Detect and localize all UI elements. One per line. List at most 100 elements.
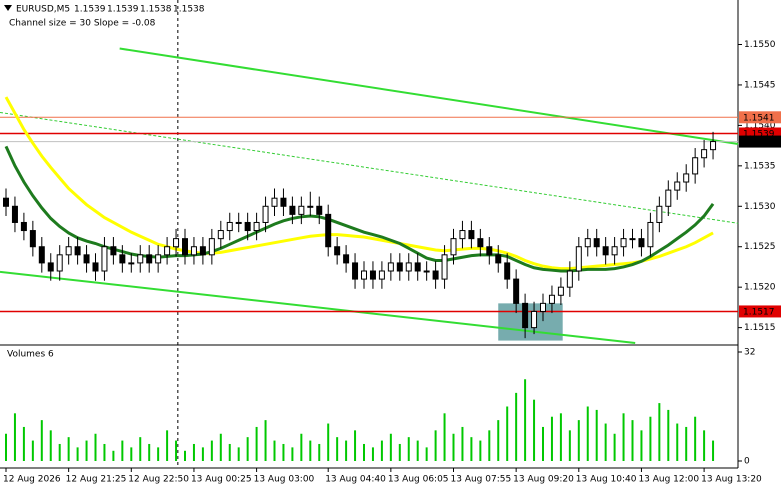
candle-body [83, 254, 90, 264]
candle-body [146, 254, 153, 264]
candle-body [414, 262, 421, 272]
candle-body [656, 205, 663, 223]
candle-body [101, 246, 108, 272]
candle-body [405, 262, 412, 272]
candle-body [477, 238, 484, 248]
candle-body [468, 230, 475, 240]
candle-body [432, 270, 439, 280]
x-tick-label: 13 Aug 07:55 [451, 475, 512, 485]
candle-body [495, 254, 502, 264]
candle-body [119, 254, 126, 264]
candle-body [3, 197, 9, 207]
candle-body [208, 238, 215, 256]
candle-body [513, 278, 520, 304]
price-box-label: 1.1539 [743, 129, 775, 139]
candle-body [307, 205, 314, 208]
candle-body [441, 254, 448, 280]
candle-body [262, 205, 269, 223]
candle-body [674, 181, 681, 191]
volume-title: Volumes 6 [7, 350, 54, 360]
x-tick-label: 13 Aug 04:40 [325, 475, 386, 485]
y-tick-label: 1.1515 [744, 323, 776, 333]
candle-body [128, 262, 135, 265]
candle-body [540, 302, 546, 312]
candle-body [665, 189, 672, 207]
candle-body [620, 238, 627, 248]
candle-body [369, 270, 376, 280]
price-box-label: 1.1538 [743, 138, 775, 148]
x-tick-label: 13 Aug 00:25 [191, 475, 252, 485]
y-tick-label: 1.1540 [744, 121, 776, 131]
trendline [0, 111, 739, 224]
moving-average [4, 96, 714, 271]
candle-body [352, 262, 359, 280]
y-tick-label: 1.1535 [744, 161, 776, 171]
candle-body [65, 246, 72, 256]
candle-body [190, 246, 197, 256]
y-tick-label: 1.1550 [744, 40, 776, 50]
candle-body [47, 262, 54, 272]
candle-body [155, 254, 162, 264]
candle-body [701, 149, 708, 159]
indicator-text: Channel size = 30 Slope = -0.08 [9, 19, 156, 29]
candle-body [137, 254, 144, 264]
x-tick-label: 12 Aug 22:50 [128, 475, 189, 485]
candle-body [459, 230, 466, 240]
candle-body [164, 246, 171, 256]
price-box [739, 305, 781, 318]
highlight-box [498, 303, 563, 341]
moving-average [4, 145, 715, 273]
candle-body [361, 270, 367, 280]
candle-body [38, 246, 45, 264]
y-tick-label: 1.1545 [744, 80, 776, 90]
candle-body [253, 221, 260, 232]
candle-body [378, 270, 385, 280]
candle-body [710, 141, 717, 151]
candle-body [29, 230, 36, 248]
candle-body [173, 238, 180, 248]
y-tick-label: 1.1525 [744, 242, 776, 252]
candle-body [271, 197, 278, 207]
candle-body [504, 262, 511, 280]
x-tick-label: 13 Aug 06:05 [388, 475, 449, 485]
candle-body [74, 246, 81, 256]
candle-body [387, 262, 394, 272]
candle-body [298, 205, 305, 215]
x-tick-label: 13 Aug 12:00 [638, 475, 699, 485]
candle-body [602, 246, 609, 256]
candle-body [593, 238, 600, 248]
y-tick-label: 1.1530 [744, 202, 776, 212]
candle-body [334, 246, 341, 256]
candle-body [548, 294, 555, 304]
candle-body [56, 254, 63, 272]
candle-body [566, 270, 573, 288]
y-tick-label: 1.1520 [744, 283, 776, 293]
candle-body [683, 173, 690, 183]
price-box [739, 111, 781, 124]
candle-body [226, 221, 233, 232]
candle-body [235, 221, 242, 224]
header-value: 1.1539 [74, 5, 106, 15]
candle-body [647, 221, 654, 248]
candle-body [557, 286, 564, 296]
header-value: 1.1538 [173, 5, 205, 15]
candle-body [92, 262, 99, 272]
price-box [739, 135, 781, 148]
candle-body [110, 246, 117, 256]
candle-body [584, 238, 591, 248]
candle-body [11, 205, 18, 223]
price-box-label: 1.1541 [743, 113, 775, 123]
candle-body [531, 310, 538, 329]
volume-tick-label: 0 [744, 457, 750, 467]
x-tick-label: 13 Aug 09:20 [513, 475, 574, 485]
header-value: 1.1538 [140, 5, 172, 15]
x-tick-label: 12 Aug 21:25 [66, 475, 127, 485]
header-value: 1.1539 [107, 5, 139, 15]
candle-body [638, 238, 645, 248]
candle-body [316, 205, 323, 215]
candle-body [692, 157, 699, 175]
x-tick-label: 13 Aug 13:20 [701, 475, 762, 485]
candle-body [486, 246, 493, 256]
symbol: EURUSD,M5 [16, 5, 70, 15]
